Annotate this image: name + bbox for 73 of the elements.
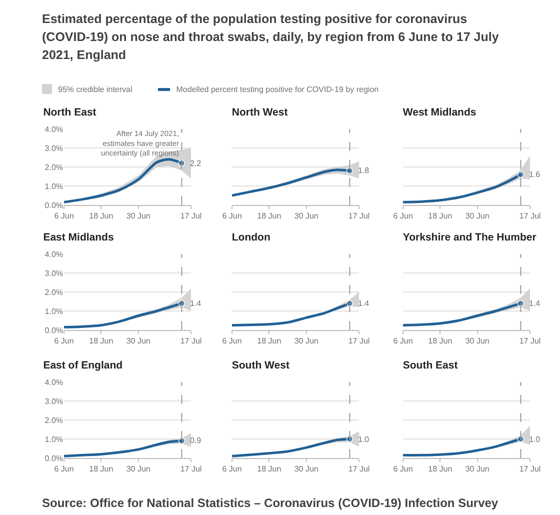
chart-subtitle: West Midlands bbox=[402, 106, 476, 119]
y-tick-label: 4.0% bbox=[44, 250, 63, 259]
x-tick-label: 18 Jun bbox=[257, 336, 282, 346]
x-tick-label: 30 Jun bbox=[294, 212, 318, 221]
x-tick-label: 30 Jun bbox=[126, 464, 150, 474]
y-tick-label: 2.0% bbox=[44, 162, 63, 172]
y-tick-label: 1.0% bbox=[44, 182, 63, 191]
x-tick-label: 6 Jun bbox=[393, 336, 413, 346]
source-note: Source: Office for National Statistics – Coronavirus (COVID-19) Infection Survey bbox=[42, 496, 498, 510]
data-label: 2.2 bbox=[190, 159, 202, 168]
x-tick-label: 17 Jul bbox=[519, 212, 541, 221]
x-tick-label: 17 Jul bbox=[348, 464, 370, 474]
y-tick-label: 3.0% bbox=[44, 144, 63, 153]
x-tick-label: 18 Jun bbox=[428, 212, 452, 221]
data-label: 1.4 bbox=[358, 299, 370, 308]
x-tick-label: 6 Jun bbox=[54, 336, 74, 346]
x-tick-label: 18 Jun bbox=[257, 464, 282, 474]
x-tick-label: 17 Jul bbox=[348, 336, 370, 346]
x-tick-label: 17 Jul bbox=[519, 464, 541, 474]
x-tick-label: 6 Jun bbox=[393, 464, 413, 474]
y-tick-label: 4.0% bbox=[44, 124, 63, 134]
data-label: 1.4 bbox=[529, 299, 541, 308]
chart-subtitle: South East bbox=[402, 360, 458, 372]
x-tick-label: 6 Jun bbox=[222, 212, 242, 221]
y-tick-label: 0.0% bbox=[44, 200, 63, 210]
x-tick-label: 18 Jun bbox=[89, 212, 114, 221]
chart-subtitle: East of England bbox=[43, 360, 123, 372]
y-tick-label: 0.0% bbox=[44, 326, 63, 335]
x-tick-label: 17 Jul bbox=[180, 464, 202, 474]
y-tick-label: 2.0% bbox=[44, 288, 63, 297]
y-tick-label: 3.0% bbox=[44, 268, 63, 278]
text: Estimated percentage of the population testing positive for coronavirus (COVID-19) on nose and throat swabs, daily, by region from 6 June to 17 July 2021, England bbox=[42, 11, 500, 64]
x-tick-label: 18 Jun bbox=[257, 212, 282, 221]
x-tick-label: 17 Jul bbox=[519, 336, 541, 346]
data-label: 1.6 bbox=[529, 170, 541, 179]
y-tick-label: 2.0% bbox=[44, 416, 63, 425]
data-label: 1.0 bbox=[358, 435, 370, 444]
x-tick-label: 30 Jun bbox=[126, 336, 150, 346]
x-tick-label: 30 Jun bbox=[465, 464, 490, 474]
text: 95% credible interval bbox=[58, 84, 132, 94]
x-tick-label: 6 Jun bbox=[222, 464, 242, 474]
x-tick-label: 30 Jun bbox=[465, 336, 490, 346]
x-tick-label: 17 Jul bbox=[348, 212, 370, 221]
x-tick-label: 17 Jul bbox=[180, 336, 202, 346]
data-label: 1.0 bbox=[529, 435, 541, 444]
chart-subtitle: London bbox=[232, 232, 270, 244]
chart-subtitle: South West bbox=[232, 360, 290, 372]
chart-subtitle: North East bbox=[43, 106, 97, 119]
x-tick-label: 18 Jun bbox=[428, 336, 452, 346]
x-tick-label: 6 Jun bbox=[222, 336, 242, 346]
y-tick-label: 3.0% bbox=[44, 396, 63, 406]
chart-subtitle: East Midlands bbox=[43, 232, 114, 244]
x-tick-label: 18 Jun bbox=[428, 464, 452, 474]
x-tick-label: 30 Jun bbox=[294, 464, 318, 474]
x-tick-label: 30 Jun bbox=[294, 336, 318, 346]
x-tick-label: 18 Jun bbox=[89, 464, 114, 474]
chart-subtitle: Yorkshire and The Humber bbox=[402, 232, 536, 244]
y-tick-label: 1.0% bbox=[44, 306, 63, 316]
x-tick-label: 18 Jun bbox=[89, 336, 114, 346]
data-label: 1.8 bbox=[358, 166, 370, 175]
y-tick-label: 1.0% bbox=[44, 434, 63, 444]
x-tick-label: 6 Jun bbox=[54, 464, 74, 474]
x-tick-label: 6 Jun bbox=[54, 212, 74, 221]
legend-label: Modelled percent testing positive for COVID-19 by region bbox=[176, 84, 379, 94]
data-label: 1.4 bbox=[190, 299, 202, 308]
y-tick-label: 4.0% bbox=[44, 378, 63, 387]
x-tick-label: 30 Jun bbox=[465, 212, 490, 221]
x-tick-label: 30 Jun bbox=[126, 212, 150, 221]
x-tick-label: 6 Jun bbox=[393, 212, 413, 221]
y-tick-label: 0.0% bbox=[44, 454, 63, 463]
chart-subtitle: North West bbox=[232, 106, 288, 119]
x-tick-label: 17 Jul bbox=[180, 212, 202, 221]
data-label: 0.9 bbox=[190, 436, 202, 445]
